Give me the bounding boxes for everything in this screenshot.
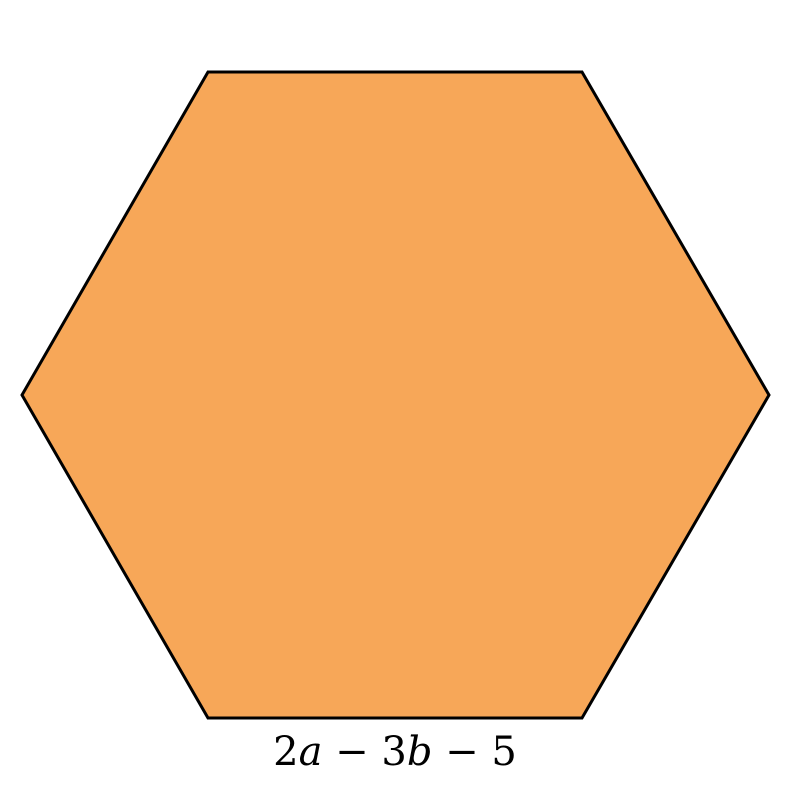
label-op-1: −: [322, 729, 381, 775]
label-var-b: b: [407, 729, 433, 775]
bottom-side-label: 2a − 3b − 5: [273, 729, 517, 775]
label-coef-b: 3: [381, 729, 406, 775]
label-coef-a: 2: [273, 729, 298, 775]
label-constant: 5: [491, 729, 516, 775]
label-op-2: −: [432, 729, 491, 775]
label-var-a: a: [299, 729, 323, 775]
hexagon-shape: [20, 70, 771, 720]
